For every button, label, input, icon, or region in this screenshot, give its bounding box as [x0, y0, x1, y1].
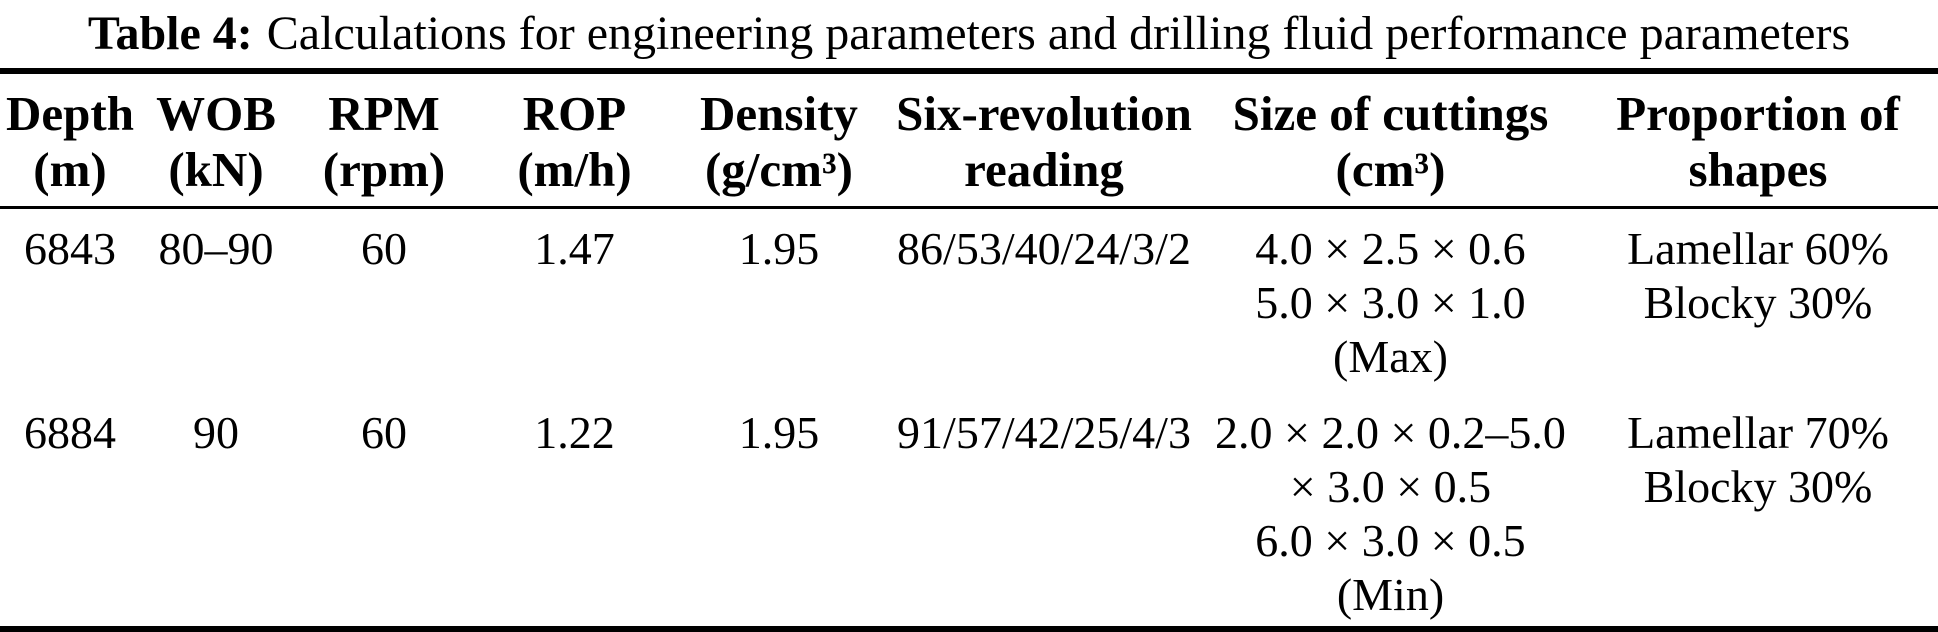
cuttings-size-line: 6.0 × 3.0 × 0.5 — [1255, 515, 1526, 566]
shape-proportion-line: Lamellar 60% — [1627, 223, 1889, 274]
cell-depth: 6843 — [24, 223, 116, 274]
cell-size-of-cuttings: 2.0 × 2.0 × 0.2–5.0 × 3.0 × 0.5 6.0 × 3.… — [1203, 396, 1578, 629]
header-unit: (rpm) — [322, 142, 446, 197]
col-header-rop: ROP (m/h) — [476, 71, 673, 209]
col-header-wob: WOB (kN) — [140, 71, 292, 209]
header-line: reading — [964, 142, 1124, 197]
cell-proportion-of-shapes: Lamellar 60% Blocky 30% — [1578, 208, 1938, 397]
cell-wob: 80–90 — [158, 223, 274, 274]
header-line: Density — [700, 86, 858, 141]
cuttings-size-line: 5.0 × 3.0 × 1.0 — [1255, 277, 1526, 328]
col-header-rpm: RPM (rpm) — [292, 71, 476, 209]
cuttings-size-qualifier: (Min) — [1336, 569, 1445, 620]
header-line: Six-revolution — [896, 86, 1192, 141]
table-header: Depth (m) WOB (kN) RPM (rpm) ROP (m/h) D… — [0, 71, 1938, 209]
col-header-density: Density (g/cm³) — [673, 71, 885, 209]
cell-depth: 6884 — [24, 407, 116, 458]
col-header-size-of-cuttings: Size of cuttings (cm³) — [1203, 71, 1578, 209]
cuttings-size-line: 4.0 × 2.5 × 0.6 — [1255, 223, 1526, 274]
header-line: Depth — [6, 86, 134, 141]
cell-six-revolution-reading: 86/53/40/24/3/2 — [897, 223, 1191, 274]
cell-density: 1.95 — [738, 223, 820, 274]
header-row: Depth (m) WOB (kN) RPM (rpm) ROP (m/h) D… — [0, 71, 1938, 209]
cell-rpm: 60 — [361, 223, 407, 274]
table-caption-label: Table 4: — [87, 7, 253, 60]
cuttings-size-line: 2.0 × 2.0 × 0.2–5.0 — [1215, 407, 1566, 458]
cuttings-size-qualifier: (Max) — [1333, 331, 1448, 382]
col-header-proportion-of-shapes: Proportion of shapes — [1578, 71, 1938, 209]
table-body: 6843 80–90 60 1.47 1.95 86/53/40/24/3/2 … — [0, 208, 1938, 630]
header-unit: (m) — [33, 142, 107, 197]
cell-rop: 1.22 — [534, 407, 615, 458]
cell-rpm: 60 — [361, 407, 407, 458]
header-line: WOB — [156, 86, 276, 141]
shape-proportion-line: Lamellar 70% — [1627, 407, 1889, 458]
header-line: Proportion of — [1616, 86, 1900, 141]
cell-proportion-of-shapes: Lamellar 70% Blocky 30% — [1578, 396, 1938, 629]
cuttings-size-line: × 3.0 × 0.5 — [1289, 461, 1492, 512]
shape-proportion-line: Blocky 30% — [1643, 461, 1873, 512]
cell-size-of-cuttings: 4.0 × 2.5 × 0.6 5.0 × 3.0 × 1.0 (Max) — [1203, 208, 1578, 397]
header-line: Size of cuttings — [1232, 86, 1549, 141]
cell-density: 1.95 — [738, 407, 820, 458]
header-unit: (cm³) — [1335, 142, 1446, 197]
header-unit: (kN) — [168, 142, 264, 197]
shape-proportion-line: Blocky 30% — [1643, 277, 1873, 328]
table-row-depth-6843: 6843 80–90 60 1.47 1.95 86/53/40/24/3/2 … — [0, 208, 1938, 397]
header-line: ROP — [522, 86, 627, 141]
table-caption-text: Calculations for engineering parameters … — [266, 7, 1851, 60]
cell-wob: 90 — [193, 407, 239, 458]
cell-rop: 1.47 — [534, 223, 615, 274]
header-line: RPM — [328, 86, 440, 141]
header-unit: (g/cm³) — [704, 142, 853, 197]
table-row-depth-6884: 6884 90 60 1.22 1.95 91/57/42/25/4/3 2.0… — [0, 396, 1938, 629]
header-line: shapes — [1688, 142, 1828, 197]
header-unit: (m/h) — [517, 142, 632, 197]
table-caption: Table 4: Calculations for engineering par… — [0, 0, 1938, 68]
data-table: Depth (m) WOB (kN) RPM (rpm) ROP (m/h) D… — [0, 68, 1938, 632]
col-header-six-revolution-reading: Six-revolution reading — [885, 71, 1203, 209]
cell-six-revolution-reading: 91/57/42/25/4/3 — [897, 407, 1191, 458]
col-header-depth: Depth (m) — [0, 71, 140, 209]
